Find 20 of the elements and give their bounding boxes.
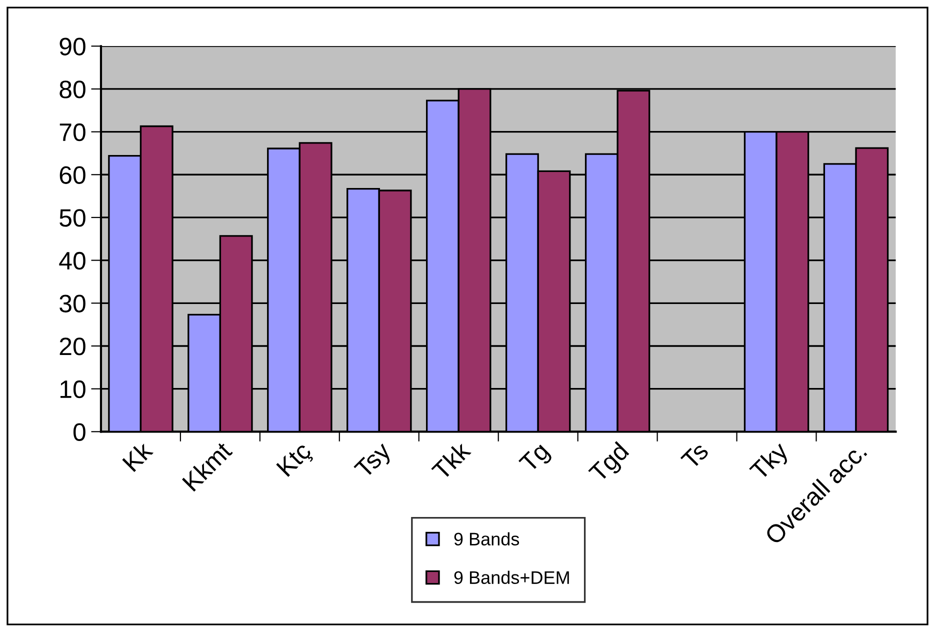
y-tick-label: 90 — [60, 38, 86, 56]
x-tick-label: Tgd — [588, 441, 633, 487]
y-tick-label: 10 — [60, 380, 86, 398]
legend-label: 9 Bands — [454, 532, 520, 546]
y-tick-label: 70 — [60, 123, 86, 142]
x-tick-label: Tg — [518, 442, 554, 477]
y-tick-label: 30 — [60, 294, 86, 312]
y-tick-label: 20 — [60, 338, 86, 356]
x-tick-label: Ktç — [276, 441, 316, 481]
y-tick-label: 40 — [59, 252, 86, 270]
x-tick-label: Kk — [122, 440, 154, 472]
x-tick-label: Ts — [680, 441, 710, 470]
y-tick-label: 80 — [60, 80, 86, 98]
x-tick-label: Tky — [748, 440, 793, 485]
legend-label: 9 Bands+DEM — [454, 570, 569, 584]
x-tick-label: Tsy — [354, 440, 396, 483]
y-tick-label: 60 — [60, 166, 86, 184]
x-tick-label: Tkk — [430, 440, 472, 481]
y-tick-label: 50 — [60, 209, 86, 227]
y-tick-label: 0 — [73, 423, 86, 441]
